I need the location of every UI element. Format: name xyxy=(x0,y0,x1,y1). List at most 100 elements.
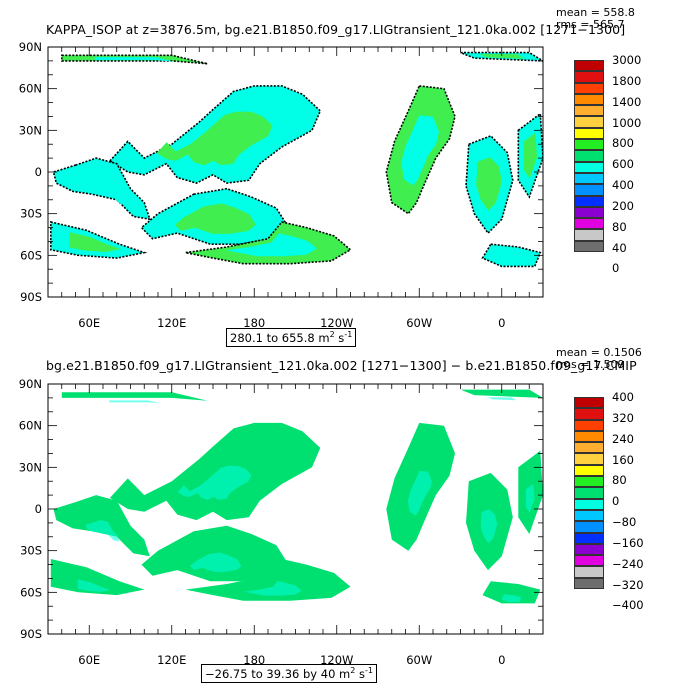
colorbar-label: 400 xyxy=(612,178,634,193)
y-tick-label: 30N xyxy=(19,460,42,474)
range-box: −26.75 to 39.36 by 40 m2 s-1 xyxy=(201,664,377,683)
colorbar-label: 80 xyxy=(612,219,627,234)
field-patch xyxy=(495,249,528,262)
colorbar-swatch xyxy=(574,150,604,162)
colorbar-swatch xyxy=(574,218,604,230)
field-patch xyxy=(94,57,175,62)
y-tick-label: 0 xyxy=(35,502,42,516)
x-tick-label: 60W xyxy=(406,653,432,667)
map-plot: 60E 120E 180 120W 60W 0 90N 60N 30N 0 30S 60S 90S xyxy=(19,377,544,667)
rms-value: rms = 565.7 xyxy=(556,18,625,31)
x-tick-label: 0 xyxy=(498,653,505,667)
colorbar-swatch xyxy=(574,82,604,94)
colorbar-swatch xyxy=(574,566,604,578)
colorbar-swatch xyxy=(574,487,604,499)
x-tick-label: 60E xyxy=(78,653,100,667)
colorbar-label: −320 xyxy=(612,577,644,592)
colorbar-swatch xyxy=(574,105,604,117)
colorbar-label: 800 xyxy=(612,136,634,151)
y-tick-label: 60S xyxy=(20,248,42,262)
map-plot: 60E 120E 180 120W 60W 0 90N 60N 30N 0 30S 60S 90S xyxy=(19,40,544,330)
field-patch xyxy=(226,233,317,257)
range-text: −26.75 to 39.36 by 40 m xyxy=(205,666,351,681)
y-tick-label: 60S xyxy=(20,585,42,599)
y-tick-label: 0 xyxy=(35,165,42,179)
colorbar-swatch xyxy=(574,184,604,196)
colorbar-swatch xyxy=(574,116,604,128)
x-tick-label: 60W xyxy=(406,316,432,330)
x-tick-label: 180 xyxy=(243,653,265,667)
colorbar-swatch xyxy=(574,532,604,544)
colorbar-swatch xyxy=(574,521,604,533)
colorbar-label: 0 xyxy=(612,261,620,276)
field-patch xyxy=(69,232,121,252)
range-box: 280.1 to 655.8 m2 s-1 xyxy=(226,328,357,347)
colorbar-label: 0 xyxy=(612,494,620,509)
field-patch xyxy=(75,171,129,206)
y-tick-label: 90S xyxy=(20,627,42,641)
field-patch xyxy=(407,470,432,516)
field-patch xyxy=(156,111,273,166)
colorbar-label: 320 xyxy=(612,410,634,425)
colorbar-label: 600 xyxy=(612,157,634,172)
x-tick-label: 180 xyxy=(243,316,265,330)
colorbar-swatch xyxy=(574,93,604,106)
x-tick-label: 60E xyxy=(78,316,100,330)
x-tick-label: 120E xyxy=(157,316,186,330)
range-unit-tail: s xyxy=(355,666,365,681)
field-patch xyxy=(480,509,498,544)
x-tick-label: 120W xyxy=(320,316,353,330)
colorbar-swatch xyxy=(574,543,604,556)
rms-value: rms = 1.509 xyxy=(556,358,625,371)
field-patch xyxy=(501,594,522,603)
x-tick-label: 120E xyxy=(157,653,186,667)
field-patch xyxy=(401,115,439,186)
colorbar-swatch xyxy=(574,195,604,207)
colorbar-swatch xyxy=(574,464,604,477)
field-patch xyxy=(244,581,302,596)
colorbar-swatch xyxy=(574,577,604,590)
colorbar-label: 3000 xyxy=(612,53,642,67)
panel-kappa-isop: KAPPA_ISOP at z=3876.5m, bg.e21.B1850.f0… xyxy=(0,0,700,347)
y-tick-label: 90S xyxy=(20,290,42,304)
colorbar-swatch xyxy=(574,498,604,510)
field-patch xyxy=(189,552,242,572)
colorbar-label: −240 xyxy=(612,556,644,571)
colorbar-swatch xyxy=(574,229,604,241)
colorbar-label: 80 xyxy=(612,473,627,488)
land-region xyxy=(185,221,352,265)
y-tick-label: 60N xyxy=(19,419,42,433)
colorbar-swatch xyxy=(574,509,604,522)
field-patch xyxy=(109,400,161,404)
land-region xyxy=(61,392,208,401)
range-unit-exp: 2 xyxy=(329,330,335,339)
colorbar-label: 200 xyxy=(612,198,634,213)
field-patch xyxy=(175,203,256,234)
land-region xyxy=(50,559,145,596)
colorbar-swatch xyxy=(574,240,604,253)
x-tick-label: 120W xyxy=(320,653,353,667)
chart-title: bg.e21.B1850.f09_g17.LIGtransient_121.0k… xyxy=(46,358,637,373)
colorbar-label: 400 xyxy=(612,390,634,404)
land-region xyxy=(49,220,148,259)
field-patch xyxy=(85,520,120,542)
y-tick-label: 30N xyxy=(19,123,42,137)
colorbar-label: 1000 xyxy=(612,115,642,130)
colorbar-swatch xyxy=(574,161,604,173)
colorbar-label: 160 xyxy=(612,452,634,467)
colorbar-swatch xyxy=(574,419,604,431)
field-patch xyxy=(177,465,252,500)
land-region xyxy=(482,581,541,604)
colorbar-swatch xyxy=(574,60,604,72)
field-patch xyxy=(523,132,538,179)
range-unit-tail: s xyxy=(334,330,345,345)
mean-value: mean = 0.1506 xyxy=(556,346,642,359)
colorbar-label: 1800 xyxy=(612,73,642,88)
land-region xyxy=(460,389,543,398)
colorbar-swatch xyxy=(574,408,604,420)
land-region xyxy=(185,559,351,601)
field-patch xyxy=(476,157,502,211)
y-tick-label: 60N xyxy=(19,82,42,96)
colorbar-swatch xyxy=(574,206,604,219)
range-unit-exp: 2 xyxy=(350,666,356,675)
